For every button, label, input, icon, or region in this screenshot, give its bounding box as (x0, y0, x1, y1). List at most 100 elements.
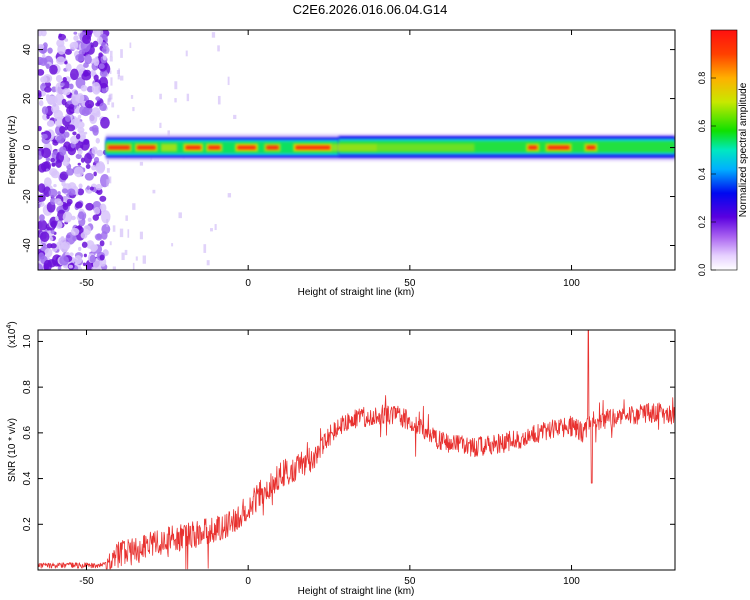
spectrogram-speck (132, 203, 136, 210)
spectrogram-speck (107, 176, 112, 184)
spectrogram-xlabel: Height of straight line (km) (298, 287, 415, 298)
spectrogram-noise-blob (49, 236, 54, 241)
spectrogram-noise-blob (66, 198, 73, 205)
spectrogram-noise-blob (95, 102, 101, 107)
spectrogram-noise-blob (38, 90, 42, 97)
spectrogram-peak (295, 145, 331, 150)
spectrogram-noise-blob (60, 82, 65, 87)
spectrogram-noise-blob (65, 63, 72, 72)
spectrogram-noise-blob (38, 56, 44, 66)
spectrogram-noise-blob (51, 103, 60, 114)
spectrogram-noise-blob (100, 231, 108, 240)
spectrogram-noise-blob (75, 117, 81, 124)
spectrogram-speck (112, 266, 116, 270)
spectrogram-x-tick-label: 50 (404, 278, 416, 289)
spectrogram-noise-blob (74, 90, 79, 96)
spectrogram-noise-blob (89, 112, 98, 125)
spectrogram-noise-blob (54, 198, 62, 204)
spectrogram-speck (142, 255, 146, 264)
svg-text:(x104): (x104) (6, 321, 18, 348)
spectrogram-noise-blob (96, 36, 104, 45)
spectrogram-noise-blob (78, 183, 83, 189)
spectrogram-noise-blob (61, 181, 66, 187)
spectrogram-panel: -50 0 50 100 -40 -20 0 20 40 Height of straight… (7, 29, 676, 298)
spectrogram-noise-blob (57, 44, 66, 55)
spectrogram-noise-blob (38, 263, 44, 270)
spectrogram-noise-blob (57, 266, 62, 270)
spectrogram-noise-blob (95, 161, 106, 174)
colorbar-tick-label: 0.4 (697, 168, 707, 181)
spectrogram-noise-blob (82, 34, 92, 45)
spectrogram-noise-blob (51, 162, 56, 167)
spectrogram-speck (106, 46, 109, 54)
snr-y-tick-label: 0.2 (22, 517, 33, 531)
spectrogram-noise-blob (91, 146, 98, 155)
spectrogram-noise-blob (44, 247, 53, 258)
spectrogram-noise-blob (50, 243, 57, 249)
spectrogram-noise-blob (58, 33, 63, 38)
spectrogram-noise-blob (69, 252, 74, 257)
spectrogram-noise-blob (63, 131, 70, 138)
spectrogram-noise-blob (75, 53, 85, 62)
spectrogram-noise-blob (73, 35, 79, 42)
spectrogram-noise-blob (38, 203, 41, 209)
spectrogram-speck (112, 225, 116, 232)
spectrogram-noise-blob (43, 259, 52, 270)
spectrogram-speck (152, 189, 156, 194)
spectrogram-noise-blob (41, 243, 47, 248)
spectrogram-speck (106, 168, 110, 173)
spectrogram-noise-blob (39, 231, 50, 243)
spectrogram-speck (214, 224, 217, 231)
spectrogram-noise-blob (77, 147, 83, 155)
spectrogram-noise-blob (99, 102, 107, 112)
spectrogram-noise-blob (78, 246, 82, 251)
spectrogram-y-tick-label: -20 (22, 189, 33, 204)
spectrogram-speck (117, 114, 120, 119)
spectrogram-noise-blob (98, 76, 109, 89)
spectrogram-noise-blob (69, 68, 79, 81)
spectrogram-frame (37, 29, 676, 271)
spectrogram-noise-blob (38, 194, 46, 202)
spectrogram-speck (111, 102, 115, 108)
snr-x-axis: -50 0 50 100 (79, 330, 580, 587)
spectrogram-noise-blob (38, 183, 46, 193)
spectrogram-noise-blob (91, 82, 101, 95)
spectrogram-speck (106, 179, 109, 187)
spectrogram-noise-blob (69, 41, 79, 50)
spectrogram-noise-blob (67, 188, 76, 196)
spectrogram-noise-blob (59, 255, 69, 266)
spectrogram-speck (233, 114, 237, 120)
spectrogram-noise-blob (95, 137, 100, 144)
spectrogram-y-tick-label: 40 (22, 44, 33, 56)
snr-scale-base: (x10 (7, 328, 18, 348)
spectrogram-noise-blob (57, 191, 61, 196)
spectrogram-speck (124, 249, 128, 256)
spectrogram-noise-blob (74, 255, 83, 265)
spectrogram-noise-blob (50, 197, 57, 205)
spectrogram-noise-blob (62, 88, 71, 96)
spectrogram-noise-blob (89, 186, 94, 191)
spectrogram-noise-blob (38, 163, 46, 173)
spectrogram-noise-blob (91, 124, 99, 133)
spectrogram-y-tick-label: -40 (22, 238, 33, 253)
spectrogram-noise-blob (86, 30, 93, 36)
spectrogram-speck (132, 107, 135, 112)
spectrogram-noise-blob (42, 53, 46, 59)
colorbar: 0.0 0.2 0.4 0.6 0.8 Normalized spectral ampl… (697, 29, 749, 276)
spectrogram-noise-blob (83, 253, 87, 258)
spectrogram-noise-blob (58, 237, 67, 245)
spectrogram-speck (127, 229, 130, 238)
spectrogram-noise-blob (64, 38, 69, 42)
spectrogram-noise-blob (41, 147, 52, 159)
spectrogram-speck (106, 87, 109, 91)
spectrogram-noise-blob (76, 93, 85, 104)
snr-panel: -50 0 50 100 0.2 0.4 0.6 0.8 1.0 Height of stra… (6, 321, 676, 597)
spectrogram-noise-blob (44, 86, 52, 93)
spectrogram-noise-blob (50, 229, 55, 234)
spectrogram-noise-blob (86, 185, 90, 190)
spectrogram-noise-blob (95, 183, 102, 191)
spectrogram-speck (120, 49, 123, 58)
spectrogram-noise-blob (101, 41, 106, 48)
snr-y-tick-label: 0.8 (22, 380, 33, 394)
spectrogram-noise-blob (82, 262, 87, 267)
